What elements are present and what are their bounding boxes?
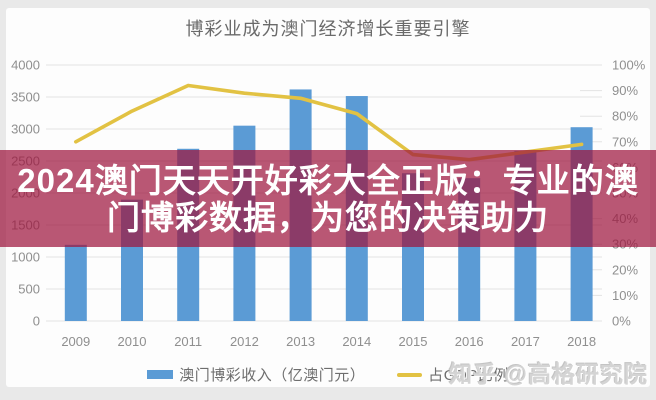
banner-text-line-2: 门博彩数据，为您的决策助力 xyxy=(107,198,549,236)
x-axis-label-2009: 2009 xyxy=(61,334,90,349)
left-axis-tick-label: 500 xyxy=(18,282,40,297)
x-axis-label-2014: 2014 xyxy=(342,334,371,349)
right-axis-tick-label: 20% xyxy=(612,262,638,277)
right-axis-tick-label: 100% xyxy=(612,58,646,73)
right-axis-tick-label: 10% xyxy=(612,288,638,303)
x-axis-label-2017: 2017 xyxy=(511,334,540,349)
right-axis-tick-label: 90% xyxy=(612,83,638,98)
left-axis-tick-label: 0 xyxy=(33,314,40,329)
zhihu-watermark: 知乎 @高格研究院 xyxy=(449,361,648,387)
legend-bar-label: 澳门博彩收入（亿澳门元） xyxy=(179,367,366,384)
legend-line-label: 占GDP比例 xyxy=(428,367,509,384)
chart-legend: 澳门博彩收入（亿澳门元） 占GDP比例 xyxy=(0,364,656,385)
x-axis-label-2018: 2018 xyxy=(567,334,596,349)
left-axis-tick-label: 3500 xyxy=(11,90,40,105)
left-axis-tick-label: 4000 xyxy=(11,58,40,73)
right-axis-tick-label: 80% xyxy=(612,109,638,124)
x-axis-label-2011: 2011 xyxy=(174,334,202,349)
bar-2009 xyxy=(64,244,87,321)
chart-title: 博彩业成为澳门经济增长重要引擎 xyxy=(185,19,471,39)
x-axis-label-2012: 2012 xyxy=(230,334,259,349)
x-axis-label-2015: 2015 xyxy=(399,334,428,349)
legend-bar-swatch-icon xyxy=(147,370,174,379)
x-axis-label-2013: 2013 xyxy=(286,334,315,349)
x-axis-label-2016: 2016 xyxy=(455,334,484,349)
legend-line-swatch-icon xyxy=(397,372,423,377)
left-axis-tick-label: 1000 xyxy=(11,250,40,265)
left-axis-tick-label: 3000 xyxy=(11,122,40,137)
right-axis-tick-label: 0% xyxy=(612,314,631,329)
right-axis-tick-label: 70% xyxy=(612,134,638,149)
x-axis-label-2010: 2010 xyxy=(118,334,147,349)
promo-banner: 2024澳门天天开好彩大全正版：专业的澳 门博彩数据，为您的决策助力 xyxy=(0,150,656,247)
banner-text-line-1: 2024澳门天天开好彩大全正版：专业的澳 xyxy=(17,161,639,199)
